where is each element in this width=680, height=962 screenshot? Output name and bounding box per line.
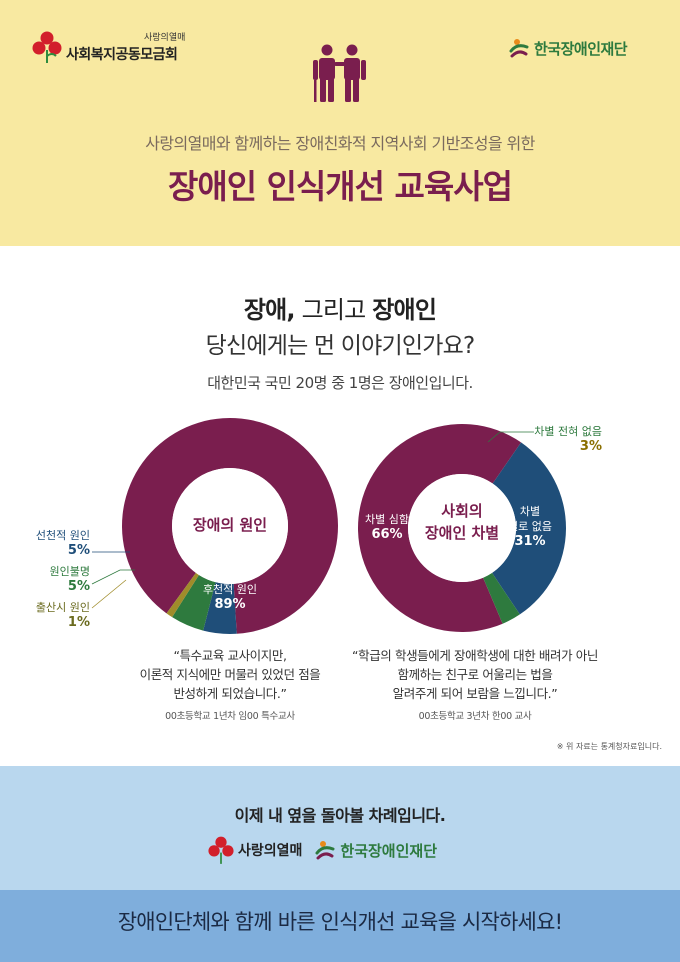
quote-right-attribution: 00초등학교 3년차 한00 교사: [418, 711, 532, 722]
quote-left-attribution: 00초등학교 1년차 임00 특수교사: [165, 711, 295, 722]
cause-donut-chart: [121, 418, 338, 634]
cause-hole: [172, 468, 288, 584]
question-line-2: 당신에게는 먼 이야기인가요?: [205, 333, 476, 359]
chart1-birth-label: 출산시 원인 1%: [35, 601, 90, 630]
footer-love-logo: 사랑의열매: [208, 835, 302, 865]
cause-slice-4: [166, 572, 199, 618]
discrimination-slice-1: [358, 424, 522, 632]
question-line-1: 장애, 그리고 장애인: [0, 290, 680, 325]
chart2-little-label: 차별 별로 없음 31%: [508, 505, 552, 549]
logo-name: 사회복지공동모금회: [66, 47, 178, 63]
foundation-name: 한국장애인재단: [534, 39, 628, 58]
footer-banner: [0, 766, 680, 890]
header-banner: [0, 0, 680, 246]
community-chest-logo: 사랑의열매 사회복지공동모금회: [32, 28, 202, 68]
chart1-leader-lines: [91, 551, 135, 609]
people-walking-icon: [313, 44, 366, 102]
header-subtitle: 사랑의열매와 함께하는 장애친화적 지역사회 기반조성을 위한: [145, 134, 535, 153]
quote-right: “학급의 학생들에게 장애학생에 대한 배려가 아닌 함께하는 친구로 어울리는…: [352, 648, 598, 701]
love-fruit-icon: [208, 836, 234, 864]
bottom-bar: [0, 890, 680, 962]
cause-slice-3: [172, 574, 216, 631]
discrimination-donut-chart: [358, 424, 566, 632]
footer-foundation-logo: 한국장애인재단: [314, 839, 437, 861]
stat-text: 대한민국 국민 20명 중 1명은 장애인입니다.: [207, 374, 473, 392]
discrimination-hole: [408, 474, 516, 582]
discrimination-slice-2: [492, 442, 566, 615]
chart2-leader-line: [487, 431, 534, 443]
footer-logos: 사랑의열매 한국장애인재단: [208, 834, 437, 866]
bottom-message: 장애인단체와 함께 바른 인식개선 교육을 시작하세요!: [117, 910, 563, 934]
chart1-acquired-label: 후천적 원인 89%: [202, 583, 258, 612]
source-note: ※ 위 자료는 통계청자료입니다.: [556, 742, 662, 751]
discrimination-slice-3: [483, 572, 520, 624]
chart1-congenital-label: 선천적 원인 5%: [35, 529, 90, 558]
page-title: 장애인 인식개선 교육사업: [168, 167, 513, 206]
chart2-none-label: 차별 전혀 없음 3%: [534, 425, 602, 454]
foundation-emblem-icon: [315, 841, 335, 860]
chart2-severe-label: 차별 심함 66%: [365, 513, 409, 542]
footer-foundation-name: 한국장애인재단: [340, 841, 438, 860]
chart2-center-label: 사회의 장애인 차별: [424, 502, 500, 542]
footer-love-name: 사랑의열매: [238, 843, 303, 859]
quote-left: “특수교육 교사이지만, 이론적 지식에만 머물러 있었던 점을 반성하게 되었…: [139, 648, 321, 701]
q1-bold-b: 장애인: [372, 296, 437, 324]
chart1-unknown-label: 원인불명 5%: [49, 565, 90, 594]
logo-small-text: 사랑의열매: [144, 33, 186, 43]
love-fruit-icon: [32, 31, 62, 63]
footer-message: 이제 내 옆을 돌아볼 차례입니다.: [234, 806, 446, 825]
chart1-center-label: 장애의 원인: [192, 516, 268, 534]
cause-slice-1: [121, 418, 338, 634]
foundation-emblem-icon: [509, 39, 529, 58]
cause-slice-2: [203, 582, 237, 634]
q1-mid: 그리고: [294, 296, 373, 324]
q1-bold-a: 장애,: [243, 296, 296, 324]
foundation-logo: 한국장애인재단: [508, 36, 628, 60]
